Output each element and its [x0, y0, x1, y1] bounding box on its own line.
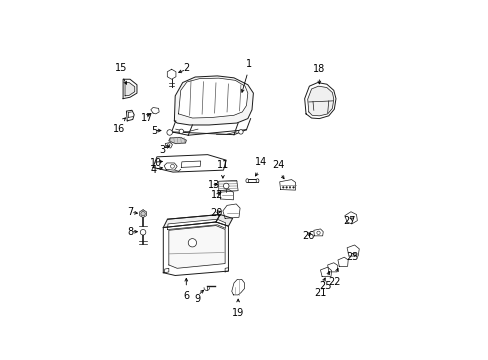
Text: 4: 4: [150, 165, 157, 175]
Text: 25: 25: [319, 281, 331, 291]
Polygon shape: [231, 279, 244, 295]
Polygon shape: [178, 78, 247, 118]
Polygon shape: [344, 212, 357, 224]
Polygon shape: [125, 82, 135, 96]
Circle shape: [188, 239, 196, 247]
Circle shape: [167, 144, 170, 147]
Text: 26: 26: [302, 231, 314, 241]
Polygon shape: [165, 143, 172, 148]
Text: 8: 8: [127, 227, 133, 237]
Polygon shape: [337, 257, 347, 266]
Polygon shape: [327, 263, 337, 272]
Text: 17: 17: [141, 113, 153, 123]
Polygon shape: [307, 86, 333, 116]
Circle shape: [179, 129, 183, 134]
Text: 18: 18: [313, 64, 325, 74]
Text: 5: 5: [150, 126, 157, 135]
Polygon shape: [163, 215, 220, 228]
Text: 15: 15: [115, 63, 127, 73]
Circle shape: [316, 231, 320, 234]
Text: 21: 21: [314, 288, 326, 298]
Text: 20: 20: [210, 208, 223, 219]
Polygon shape: [140, 210, 146, 217]
Circle shape: [223, 183, 228, 189]
Text: 3: 3: [159, 145, 165, 155]
Polygon shape: [123, 79, 137, 99]
Text: 27: 27: [343, 216, 355, 226]
Polygon shape: [163, 222, 228, 275]
Text: 24: 24: [272, 160, 284, 170]
Ellipse shape: [245, 179, 248, 183]
Text: 13: 13: [207, 180, 220, 190]
Circle shape: [288, 186, 290, 188]
Polygon shape: [168, 138, 186, 144]
Text: 11: 11: [216, 160, 228, 170]
Polygon shape: [313, 229, 323, 236]
Text: 19: 19: [231, 308, 244, 318]
Polygon shape: [126, 110, 134, 121]
Polygon shape: [153, 155, 226, 172]
Text: 16: 16: [113, 124, 125, 134]
Polygon shape: [167, 219, 225, 229]
Text: 22: 22: [328, 277, 340, 287]
Polygon shape: [346, 245, 359, 256]
Text: 2: 2: [183, 63, 189, 73]
Polygon shape: [279, 180, 295, 190]
Text: 23: 23: [346, 252, 358, 262]
Circle shape: [292, 186, 294, 188]
Text: 12: 12: [210, 190, 223, 200]
Text: 10: 10: [149, 158, 162, 168]
Polygon shape: [181, 161, 200, 167]
Polygon shape: [223, 204, 240, 219]
Polygon shape: [150, 108, 159, 114]
Text: 14: 14: [255, 157, 267, 167]
Polygon shape: [168, 226, 224, 268]
Polygon shape: [216, 215, 232, 226]
Circle shape: [285, 186, 287, 188]
Polygon shape: [164, 163, 177, 170]
Polygon shape: [304, 82, 335, 118]
Polygon shape: [220, 190, 233, 200]
Polygon shape: [218, 180, 238, 192]
Polygon shape: [167, 69, 176, 79]
Circle shape: [170, 164, 174, 168]
Circle shape: [140, 229, 145, 235]
Text: 6: 6: [183, 291, 189, 301]
Circle shape: [282, 186, 284, 188]
Polygon shape: [164, 268, 168, 273]
Circle shape: [238, 130, 243, 134]
Circle shape: [141, 211, 145, 216]
Ellipse shape: [256, 179, 259, 183]
Polygon shape: [320, 267, 331, 276]
Text: 7: 7: [127, 207, 134, 217]
Polygon shape: [224, 268, 228, 272]
Text: 9: 9: [194, 293, 201, 303]
Polygon shape: [174, 76, 253, 125]
Text: 1: 1: [245, 59, 251, 69]
Circle shape: [166, 130, 172, 135]
